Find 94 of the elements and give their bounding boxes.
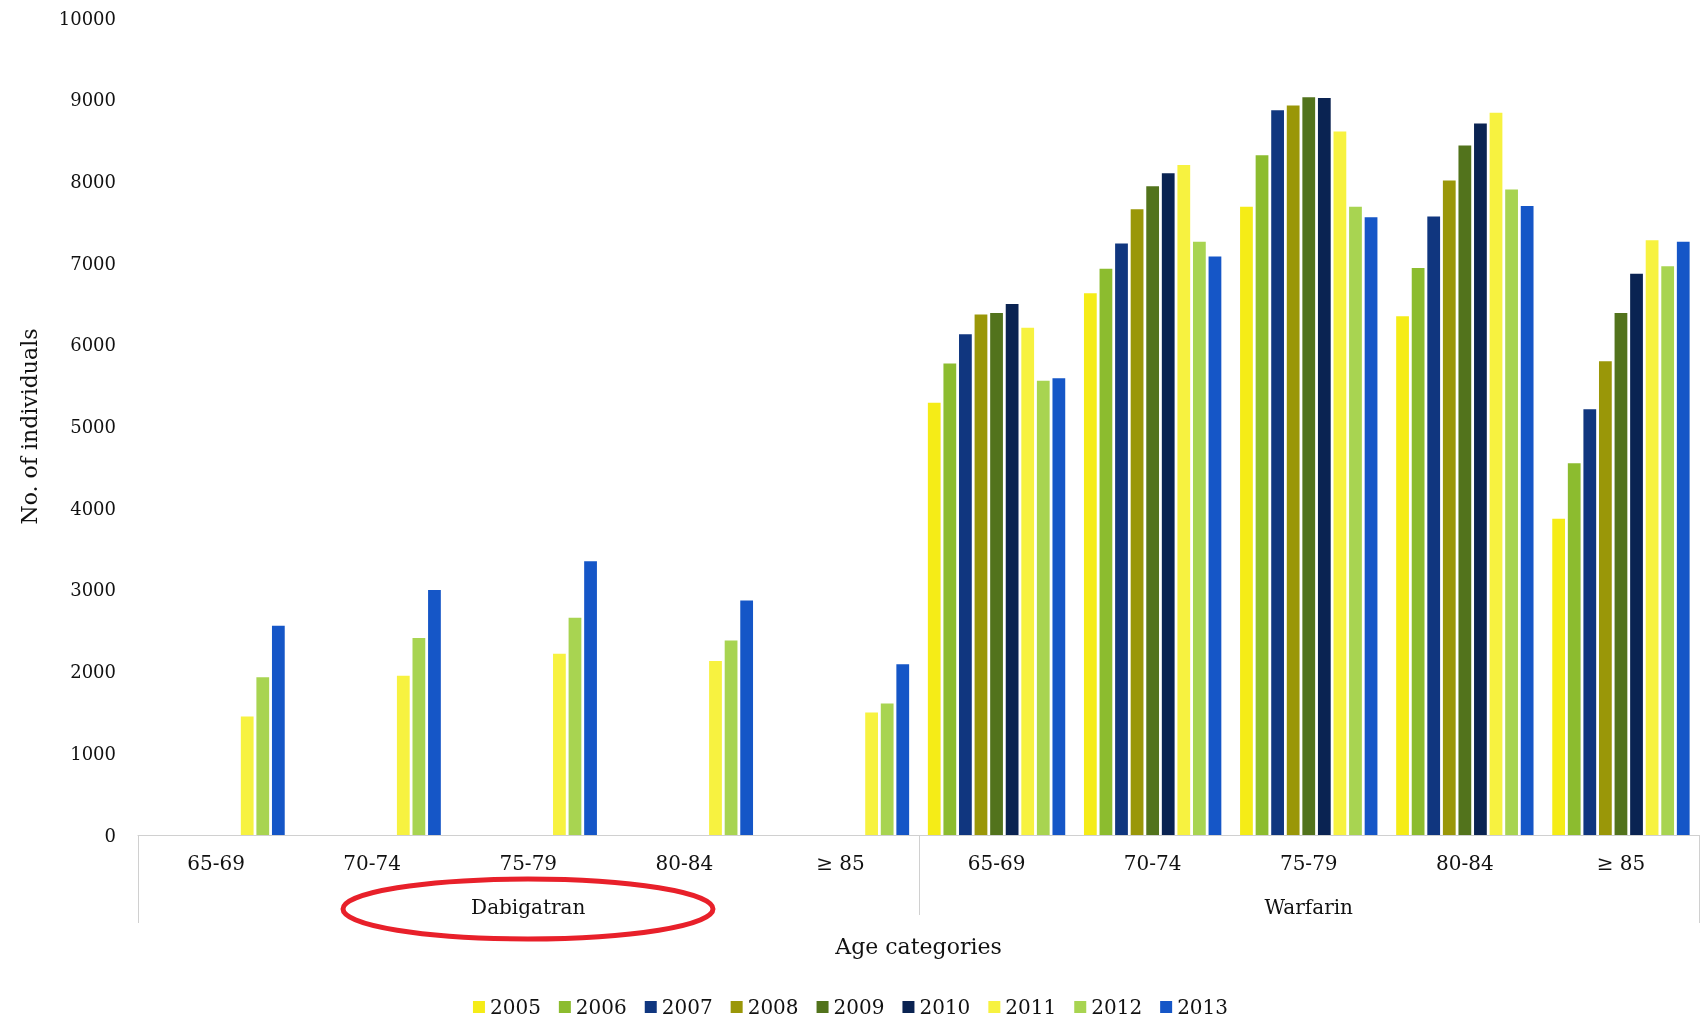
y-tick-label: 2000 [70, 661, 116, 683]
y-tick-label: 1000 [70, 742, 116, 764]
legend-label: 2011 [1005, 995, 1057, 1019]
bar [1661, 266, 1675, 835]
bar [959, 334, 972, 835]
bar [1396, 316, 1409, 835]
bar [1427, 216, 1441, 835]
bar [1614, 312, 1628, 835]
bar [1161, 173, 1175, 835]
bar [1021, 327, 1035, 835]
bar [584, 561, 597, 835]
bar [1442, 180, 1456, 835]
bar [1005, 303, 1019, 835]
legend-label: 2009 [833, 995, 885, 1019]
bar [1240, 206, 1253, 835]
bar [1489, 112, 1503, 835]
x-tick-label: 65-69 [967, 851, 1026, 875]
y-tick-label: 10000 [58, 7, 116, 29]
y-tick-label: 0 [104, 824, 116, 846]
bar [1333, 131, 1347, 835]
bar [1302, 97, 1316, 835]
bar [1630, 273, 1643, 835]
bar [1036, 380, 1050, 835]
legend-label: 2012 [1091, 995, 1143, 1019]
bar [1411, 268, 1425, 835]
bar [1598, 361, 1612, 835]
bar [256, 677, 270, 835]
x-tick-label: 75-79 [499, 851, 558, 875]
bar [943, 363, 957, 835]
bar [240, 716, 254, 835]
bar [709, 660, 722, 835]
bar [990, 312, 1003, 835]
bar [1130, 209, 1144, 835]
bar [1552, 518, 1566, 835]
x-tick-label: 80-84 [1436, 851, 1494, 875]
bar [1520, 205, 1534, 835]
legend-label: 2006 [575, 995, 627, 1019]
bar [1271, 110, 1284, 835]
bar [1317, 98, 1331, 835]
bar [1255, 155, 1269, 835]
bar [1115, 243, 1128, 835]
bar [740, 600, 754, 835]
bar [1364, 217, 1378, 835]
bar [1146, 186, 1160, 835]
x-tick-label: 80-84 [655, 851, 714, 875]
bar [1192, 241, 1206, 835]
y-axis-title: No. of individuals [16, 328, 42, 525]
bar [1099, 268, 1113, 835]
x-axis-title: Age categories [834, 933, 1002, 959]
bar [1208, 256, 1222, 835]
x-tick-label: 70-74 [1123, 851, 1182, 875]
bar [1567, 463, 1581, 835]
bar [1505, 189, 1518, 835]
y-tick-label: 9000 [70, 89, 116, 111]
bar [1052, 378, 1066, 835]
bar [896, 664, 910, 835]
bar [412, 638, 426, 835]
y-tick-label: 7000 [70, 252, 116, 274]
x-tick-label: 70-74 [343, 851, 401, 875]
bar [974, 314, 988, 835]
x-tick-label: ≥ 85 [816, 851, 865, 875]
y-tick-label: 3000 [70, 579, 116, 601]
bar [1349, 206, 1362, 835]
bar [568, 617, 582, 835]
bar [396, 675, 410, 835]
bar [724, 640, 738, 835]
bar [1676, 241, 1690, 835]
text: Dabigatran [471, 895, 586, 919]
bar [865, 712, 878, 835]
x-tick-label: 75-79 [1279, 851, 1338, 875]
y-tick-label: 4000 [70, 497, 116, 519]
legend-label: 2010 [919, 995, 971, 1019]
legend-label: 2007 [661, 995, 713, 1019]
legend-label: 2005 [489, 995, 541, 1019]
bar [1474, 123, 1487, 835]
bar [1083, 293, 1097, 835]
legend-label: 2013 [1177, 995, 1229, 1019]
y-tick-label: 5000 [70, 416, 116, 437]
legend-label: 2008 [747, 995, 799, 1019]
text: Warfarin [1264, 895, 1353, 919]
bar [1177, 165, 1191, 835]
bar [1458, 145, 1472, 835]
y-tick-label: 8000 [70, 170, 116, 192]
bar [927, 402, 941, 835]
bar [1583, 409, 1597, 835]
x-tick-label: 65-69 [187, 851, 245, 875]
y-tick-label: 6000 [70, 334, 116, 356]
bar [880, 703, 894, 835]
bar [1645, 240, 1659, 835]
bar [428, 589, 441, 835]
bar [271, 625, 285, 835]
x-tick-label: ≥ 85 [1596, 851, 1646, 875]
bar [553, 653, 566, 835]
bar [1286, 105, 1300, 835]
